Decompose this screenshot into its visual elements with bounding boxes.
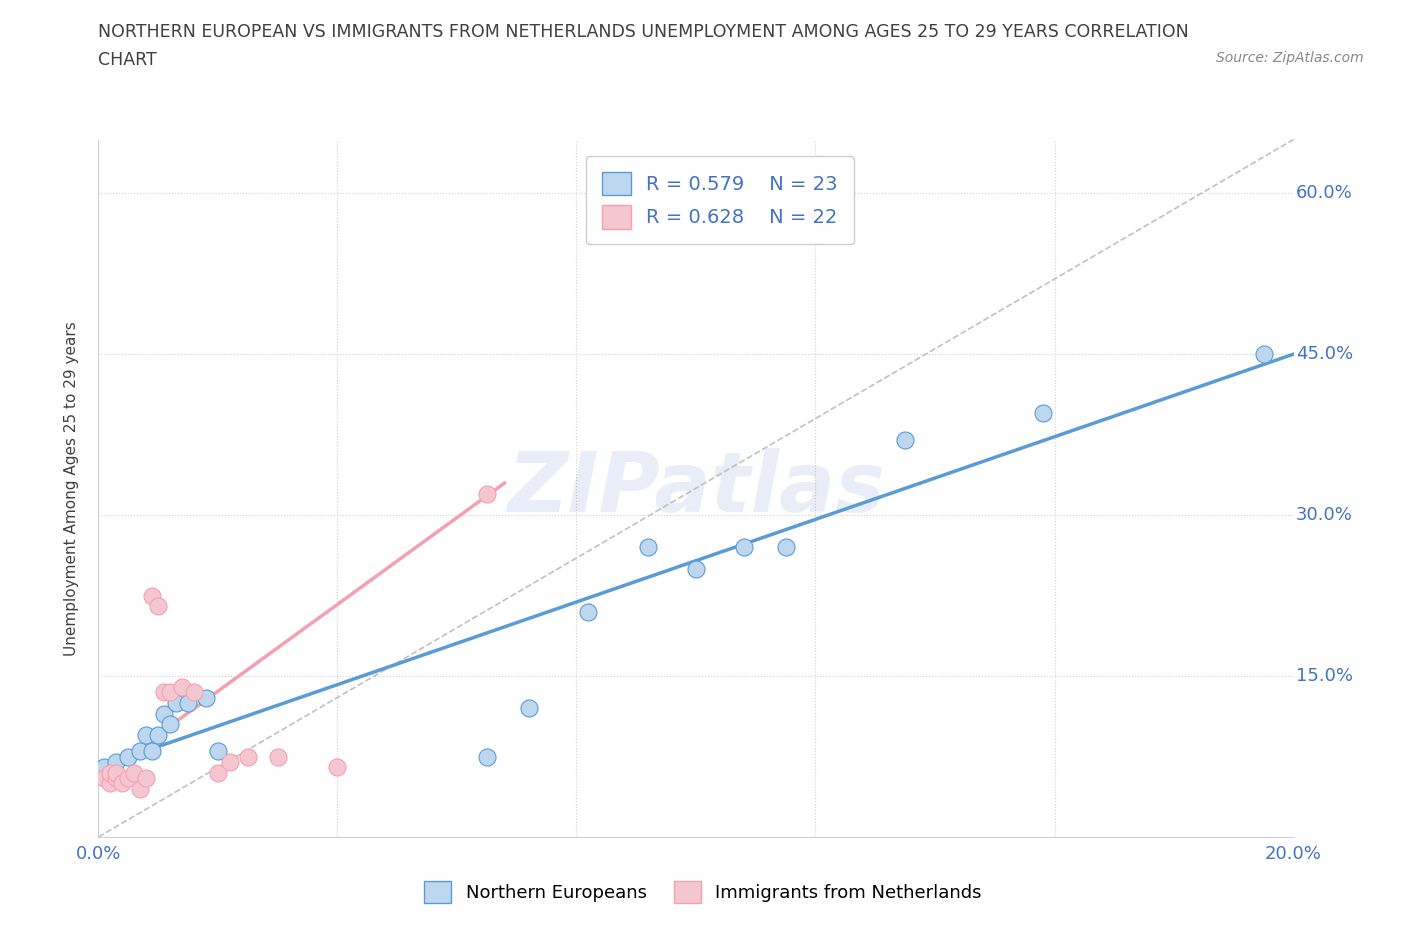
Text: CHART: CHART xyxy=(98,51,157,69)
Text: Source: ZipAtlas.com: Source: ZipAtlas.com xyxy=(1216,51,1364,65)
Point xyxy=(117,771,139,786)
Point xyxy=(93,760,115,775)
Point xyxy=(177,696,200,711)
Text: 30.0%: 30.0% xyxy=(1296,506,1353,525)
Point xyxy=(219,754,242,769)
Point xyxy=(1032,405,1054,420)
Point xyxy=(159,717,181,732)
Point xyxy=(326,760,349,775)
Point xyxy=(93,771,115,786)
Legend: Northern Europeans, Immigrants from Netherlands: Northern Europeans, Immigrants from Neth… xyxy=(415,871,991,911)
Point xyxy=(194,690,218,705)
Point xyxy=(165,696,187,711)
Point xyxy=(236,749,259,764)
Point xyxy=(267,749,290,764)
Text: 60.0%: 60.0% xyxy=(1296,184,1353,202)
Point xyxy=(159,684,181,699)
Point xyxy=(172,679,194,694)
Point xyxy=(148,727,170,742)
Point xyxy=(105,771,128,786)
Point xyxy=(183,684,205,699)
Point xyxy=(894,432,917,447)
Point xyxy=(1253,347,1275,362)
Point xyxy=(98,776,122,790)
Point xyxy=(129,781,152,796)
Point xyxy=(153,706,176,721)
Point xyxy=(98,765,122,780)
Point xyxy=(124,765,146,780)
Point xyxy=(153,684,176,699)
Point xyxy=(733,539,755,554)
Point xyxy=(775,539,797,554)
Legend: R = 0.579    N = 23, R = 0.628    N = 22: R = 0.579 N = 23, R = 0.628 N = 22 xyxy=(586,156,853,245)
Point xyxy=(207,765,229,780)
Text: 45.0%: 45.0% xyxy=(1296,345,1353,363)
Point xyxy=(105,765,128,780)
Point xyxy=(475,749,498,764)
Text: ZIPatlas: ZIPatlas xyxy=(508,447,884,529)
Point xyxy=(105,754,128,769)
Point xyxy=(135,727,157,742)
Point xyxy=(117,749,139,764)
Point xyxy=(148,599,170,614)
Text: 15.0%: 15.0% xyxy=(1296,667,1353,685)
Point xyxy=(685,562,707,577)
Text: NORTHERN EUROPEAN VS IMMIGRANTS FROM NETHERLANDS UNEMPLOYMENT AMONG AGES 25 TO 2: NORTHERN EUROPEAN VS IMMIGRANTS FROM NET… xyxy=(98,23,1189,41)
Point xyxy=(207,744,229,759)
Point xyxy=(578,604,600,619)
Point xyxy=(111,776,134,790)
Point xyxy=(129,744,152,759)
Point xyxy=(475,486,498,501)
Point xyxy=(135,771,157,786)
Point xyxy=(141,744,163,759)
Point xyxy=(637,539,659,554)
Point xyxy=(517,701,540,716)
Point xyxy=(141,588,163,603)
Y-axis label: Unemployment Among Ages 25 to 29 years: Unemployment Among Ages 25 to 29 years xyxy=(65,321,79,656)
